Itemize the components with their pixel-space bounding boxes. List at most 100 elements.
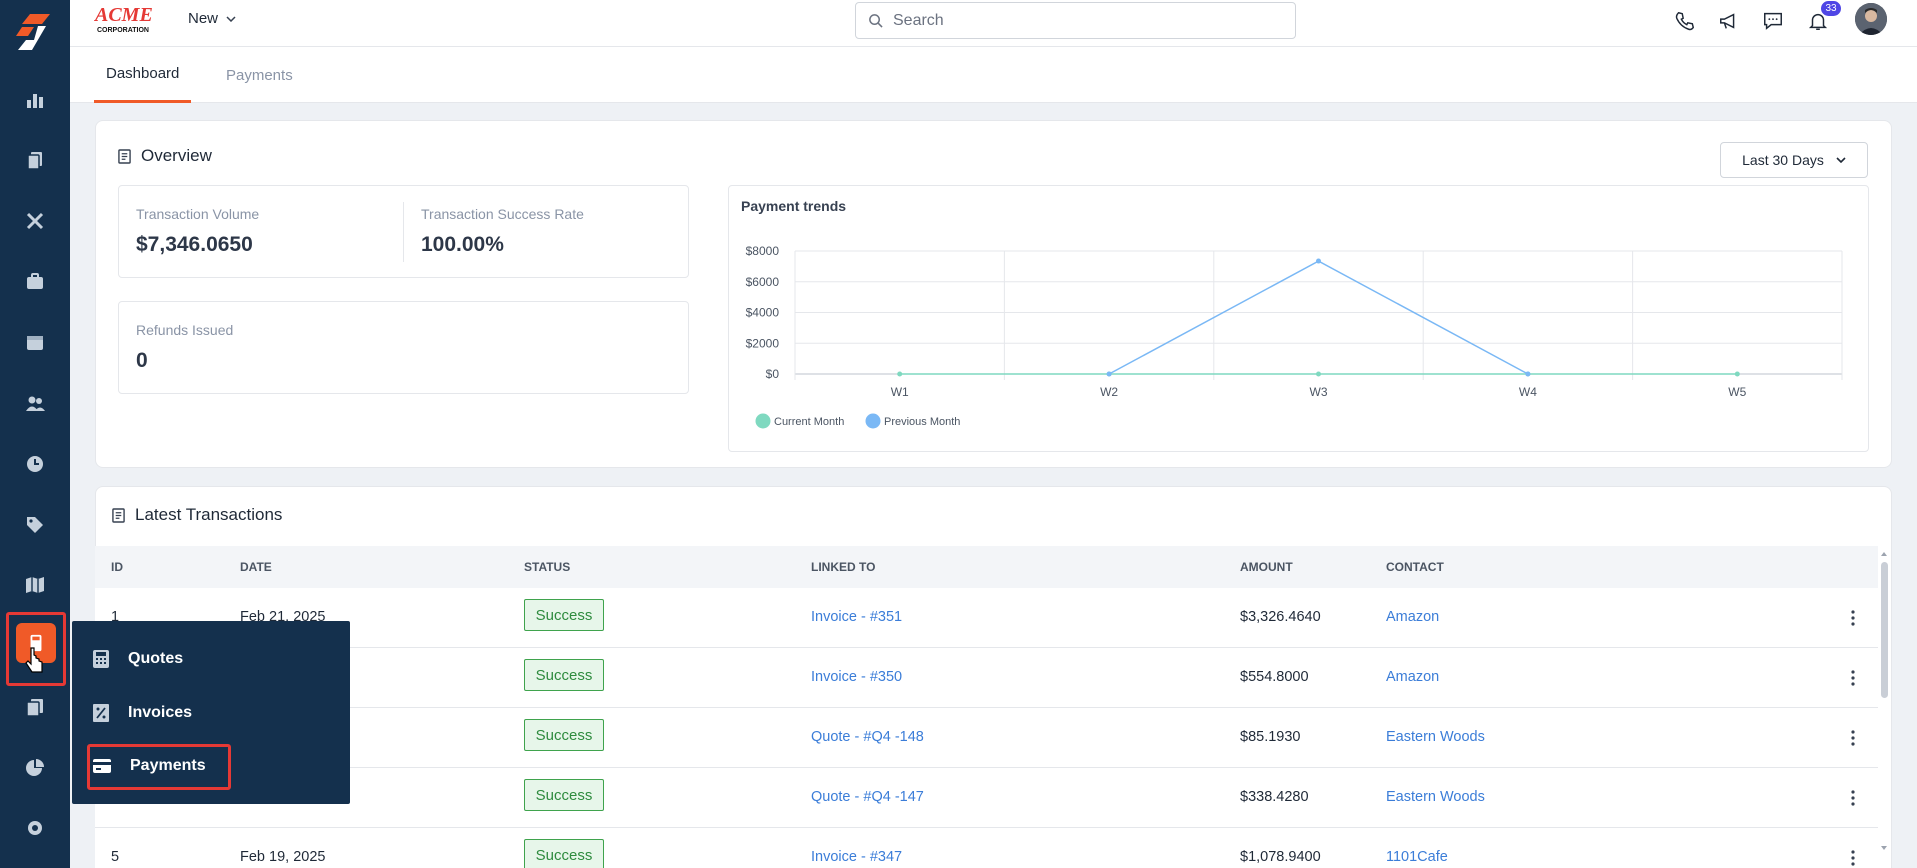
x-tick-label: W1: [891, 385, 909, 399]
legend-swatch-1: [755, 413, 771, 429]
new-label: New: [188, 10, 219, 27]
cell-contact-link[interactable]: 1101Cafe: [1386, 849, 1448, 865]
row-actions-kebab-icon[interactable]: [1845, 847, 1861, 868]
cell-contact-link[interactable]: Eastern Woods: [1386, 729, 1485, 745]
row-actions-kebab-icon[interactable]: [1845, 667, 1861, 689]
sidebar-contacts-icon[interactable]: [15, 383, 55, 423]
transactions-title-text: Latest Transactions: [135, 505, 283, 524]
search-input[interactable]: [893, 11, 1273, 30]
cell-linked-link[interactable]: Quote - #Q4 -147: [811, 789, 924, 805]
cell-linked-link[interactable]: Invoice - #347: [811, 849, 903, 865]
date-range-select[interactable]: Last 30 Days: [1720, 142, 1868, 178]
x-tick-label: W3: [1310, 385, 1328, 399]
sidebar-calendar-icon[interactable]: [15, 322, 55, 362]
sidebar-piechart-icon[interactable]: [15, 748, 55, 788]
row-actions-kebab-icon[interactable]: [1845, 607, 1861, 629]
cell-contact-link[interactable]: Amazon: [1386, 609, 1440, 625]
sidebar-tools-icon[interactable]: [15, 201, 55, 241]
data-point: [1734, 371, 1740, 377]
cell-amount: $85.1930: [1240, 729, 1301, 745]
receipt-icon: [112, 507, 125, 523]
cell-id: 5: [111, 849, 120, 865]
sidebar-clock-icon[interactable]: [15, 444, 55, 484]
flyout-invoices[interactable]: Invoices: [92, 703, 192, 723]
search-box[interactable]: [855, 2, 1296, 39]
overview-title: Overview: [118, 146, 212, 166]
success-rate-label: Transaction Success Rate: [421, 206, 584, 222]
sidebar-files-icon[interactable]: [15, 687, 55, 727]
col-linked-to[interactable]: LINKED TO: [811, 560, 876, 574]
col-amount[interactable]: AMOUNT: [1240, 560, 1293, 574]
phone-icon[interactable]: [1672, 8, 1698, 34]
acme-logo[interactable]: ACME CORPORATION: [93, 2, 166, 34]
row-actions-kebab-icon[interactable]: [1845, 727, 1861, 749]
cell-linked-link[interactable]: Quote - #Q4 -148: [811, 729, 924, 745]
table-row[interactable]: 1 Feb 21, 2025 Success Invoice - #351 $3,326…: [95, 588, 1878, 648]
cell-contact-link[interactable]: Amazon: [1386, 669, 1440, 685]
cell-amount: $1,078.9400: [1240, 849, 1321, 865]
tab-dashboard[interactable]: Dashboard: [94, 47, 192, 103]
y-tick-label: $8000: [746, 244, 780, 258]
cell-contact-link[interactable]: Eastern Woods: [1386, 789, 1485, 805]
table-row[interactable]: Success Quote - #Q4 -147 $338.4280 Eastern …: [95, 768, 1878, 828]
table-row[interactable]: Success Invoice - #350 $554.8000 Amazon: [95, 648, 1878, 708]
chevron-down-icon: [1836, 157, 1846, 163]
new-menu-button[interactable]: New: [188, 10, 236, 27]
table-row[interactable]: Success Quote - #Q4 -148 $85.1930 Eastern W…: [95, 708, 1878, 768]
payment-trends-chart: Payment trends $0 $2000 $4000 $6000 $8000 W1 W…: [728, 185, 1869, 452]
sidebar-reports-icon[interactable]: [15, 80, 55, 120]
svg-text:ACME: ACME: [94, 4, 153, 26]
refunds-value: 0: [136, 349, 148, 372]
scrollbar-thumb[interactable]: [1881, 562, 1888, 698]
status-badge: Success: [524, 839, 604, 868]
megaphone-icon[interactable]: [1716, 8, 1742, 34]
data-point: [1316, 258, 1321, 264]
pointer-cursor-icon: [24, 646, 46, 676]
stats-divider: [403, 202, 404, 262]
y-tick-label: $6000: [746, 275, 780, 289]
sidebar-documents-icon[interactable]: [15, 140, 55, 180]
volume-value: $7,346.0650: [136, 233, 253, 256]
sidebar-tag-icon[interactable]: [15, 505, 55, 545]
calculator-icon: [93, 650, 109, 668]
tab-payments[interactable]: Payments: [214, 47, 305, 103]
chart-svg: $0 $2000 $4000 $6000 $8000 W1 W2 W3 W4 W5 Current …: [746, 244, 1843, 429]
sidebar-map-icon[interactable]: [15, 565, 55, 605]
notification-badge: 33: [1821, 1, 1841, 16]
sidebar-briefcase-icon[interactable]: [15, 261, 55, 301]
tab-bar: Dashboard Payments: [70, 47, 1917, 103]
col-status[interactable]: STATUS: [524, 560, 571, 574]
table-row[interactable]: 5 Feb 19, 2025 Success Invoice - #347 $1,078…: [95, 828, 1878, 868]
avatar[interactable]: [1855, 3, 1887, 35]
sidebar-settings-icon[interactable]: [15, 808, 55, 848]
status-badge: Success: [524, 659, 604, 691]
refunds-box: Refunds Issued 0: [118, 301, 689, 394]
col-id[interactable]: ID: [111, 560, 123, 574]
search-icon: [869, 14, 883, 28]
flyout-quotes-label: Quotes: [128, 650, 184, 667]
bell-icon[interactable]: [1805, 8, 1831, 34]
data-point: [1316, 371, 1321, 377]
stats-box: Transaction Volume $7,346.0650 Transacti…: [118, 185, 689, 278]
cell-linked-link[interactable]: Invoice - #350: [811, 669, 903, 685]
table-scrollbar[interactable]: [1879, 548, 1889, 854]
flyout-quotes[interactable]: Quotes: [92, 649, 183, 669]
sidebar: [0, 0, 70, 868]
cell-date: Feb 19, 2025: [240, 849, 326, 865]
refunds-label: Refunds Issued: [136, 322, 234, 338]
chat-icon[interactable]: [1760, 8, 1786, 34]
overview-title-text: Overview: [141, 146, 212, 165]
y-tick-label: $0: [766, 367, 780, 381]
tab-payments-label: Payments: [226, 66, 293, 84]
cell-linked-link[interactable]: Invoice - #351: [811, 609, 903, 625]
app-logo[interactable]: [12, 10, 56, 54]
series-line-2: [1108, 260, 1529, 375]
row-actions-kebab-icon[interactable]: [1845, 787, 1861, 809]
col-date[interactable]: DATE: [240, 560, 272, 574]
table-header: ID DATE STATUS LINKED TO AMOUNT CONTACT: [95, 546, 1878, 588]
sidebar-sales-item[interactable]: [6, 612, 66, 686]
flyout-payments[interactable]: Payments: [92, 757, 206, 775]
col-contact[interactable]: CONTACT: [1386, 560, 1444, 574]
status-badge: Success: [524, 599, 604, 631]
y-tick-label: $2000: [746, 336, 780, 350]
